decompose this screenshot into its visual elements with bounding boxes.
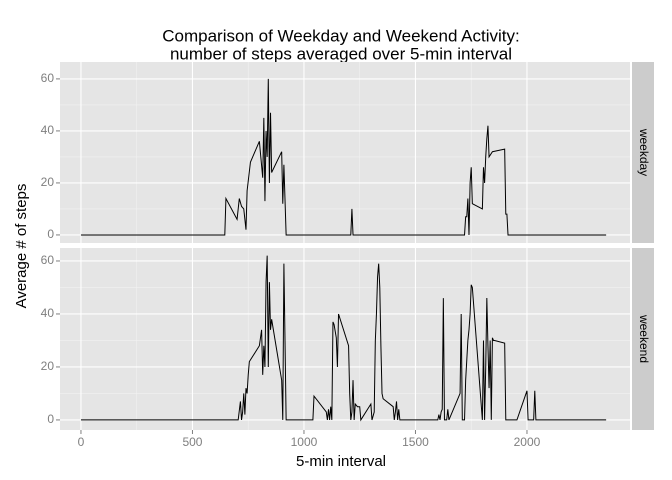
x-axis-label: 5-min interval: [296, 453, 386, 470]
y-tick-label: 60: [41, 253, 55, 267]
y-tick-label: 0: [47, 227, 54, 241]
y-tick-label: 0: [47, 412, 54, 426]
strip: [632, 248, 654, 430]
y-tick-label: 60: [41, 71, 55, 85]
panel: [60, 248, 630, 430]
panel: [60, 62, 630, 243]
x-tick-label: 1000: [291, 435, 318, 449]
chart-title: Comparison of Weekday and Weekend Activi…: [162, 26, 520, 45]
x-tick-label: 500: [182, 435, 202, 449]
y-tick-label: 40: [41, 306, 55, 320]
x-tick-label: 2000: [514, 435, 541, 449]
strip-label: weekend: [637, 314, 651, 363]
strip-label: weekday: [637, 128, 651, 176]
y-axis-label: Average # of steps: [13, 184, 30, 309]
line: [80, 78, 607, 236]
line: [80, 255, 607, 422]
chart-title: number of steps averaged over 5-min inte…: [170, 44, 512, 63]
y-tick-label: 40: [41, 123, 55, 137]
y-tick-label: 20: [41, 359, 55, 373]
strip: [632, 62, 654, 243]
x-tick-label: 1500: [402, 435, 429, 449]
x-tick-label: 0: [78, 435, 85, 449]
y-tick-label: 20: [41, 175, 55, 189]
